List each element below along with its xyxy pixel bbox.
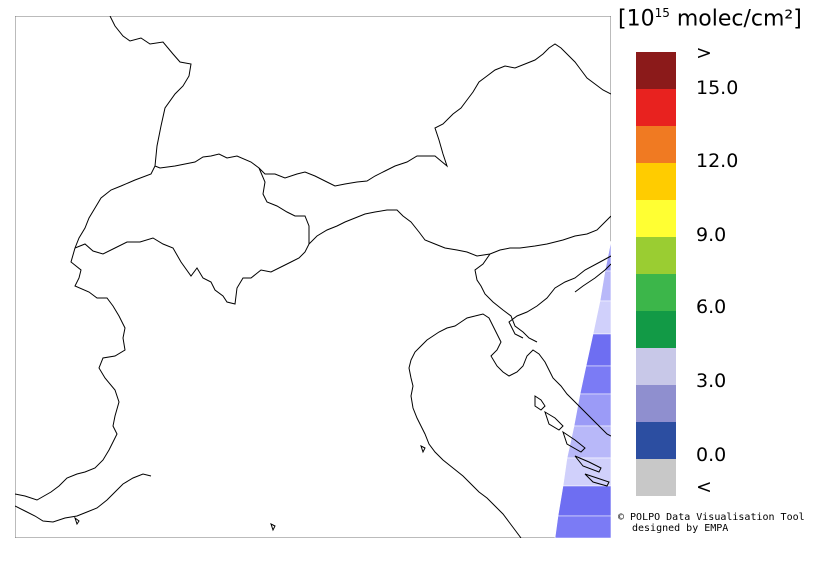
- credit-line-2: designed by EMPA: [632, 523, 729, 534]
- legend-swatch: [636, 52, 676, 89]
- legend-label: <: [696, 476, 712, 498]
- credit-line-1: © POLPO Data Visualisation Tool: [618, 512, 805, 523]
- legend-label: 3.0: [696, 370, 727, 392]
- credit-text: © POLPO Data Visualisation Tool designed…: [618, 512, 805, 534]
- swath-cell: [557, 485, 611, 517]
- legend-label: 0.0: [696, 444, 727, 466]
- legend-swatch: [636, 89, 676, 126]
- legend-title: [1015 molec/cm²]: [618, 6, 802, 31]
- legend-swatch: [636, 385, 676, 422]
- legend-title-exponent: 15: [654, 6, 670, 20]
- legend-label: 9.0: [696, 224, 727, 246]
- legend-label: >: [696, 42, 712, 64]
- legend-swatch: [636, 459, 676, 496]
- satellite-swath: [554, 240, 611, 538]
- coastlines: [15, 263, 611, 538]
- map-frame: [15, 16, 611, 538]
- legend-swatch: [636, 422, 676, 459]
- legend-label: 6.0: [696, 296, 727, 318]
- swath-cell: [573, 393, 611, 427]
- swath-cell: [579, 365, 611, 395]
- swath-cell: [592, 300, 611, 335]
- legend-swatch: [636, 311, 676, 348]
- legend-swatch: [636, 348, 676, 385]
- legend-label: 15.0: [696, 77, 739, 99]
- legend-swatch: [636, 237, 676, 274]
- swath-cell: [554, 515, 611, 538]
- legend-swatch: [636, 274, 676, 311]
- legend-swatch: [636, 126, 676, 163]
- country-borders: [15, 16, 611, 501]
- legend-label: 12.0: [696, 150, 739, 172]
- swath-cell: [562, 457, 611, 487]
- legend-swatch: [636, 163, 676, 200]
- swath-cell: [585, 333, 611, 367]
- legend-title-unit: molec/cm²]: [669, 6, 802, 32]
- swath-cell: [599, 270, 611, 302]
- legend-swatch: [636, 200, 676, 237]
- legend-title-prefix: [10: [618, 6, 655, 32]
- map-area[interactable]: [15, 16, 611, 538]
